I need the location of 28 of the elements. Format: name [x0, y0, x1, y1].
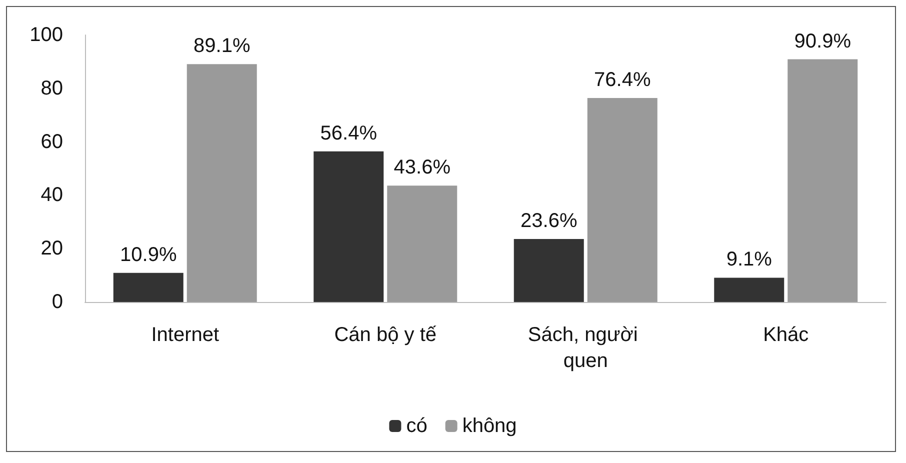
y-tick-label: 0 — [52, 291, 63, 313]
bar — [587, 98, 658, 302]
bar — [314, 151, 384, 302]
bar — [387, 186, 458, 302]
legend-label: không — [462, 415, 517, 437]
data-label: 10.9% — [120, 244, 177, 266]
data-label: 76.4% — [594, 69, 651, 92]
y-tick-label: 100 — [30, 24, 63, 46]
x-tick-label: Internet — [151, 324, 220, 346]
legend-label: có — [406, 415, 428, 437]
bar — [714, 278, 784, 302]
data-label: 56.4% — [320, 122, 378, 144]
data-label: 9.1% — [726, 248, 772, 271]
y-tick-label: 40 — [40, 184, 63, 206]
x-tick-label: Sách, người quen — [528, 324, 644, 372]
bar — [113, 272, 184, 302]
data-label: 23.6% — [520, 210, 578, 232]
x-tick-label: Khác — [763, 324, 809, 346]
data-label: 43.6% — [394, 156, 451, 179]
bar — [186, 64, 257, 302]
bar — [788, 59, 858, 302]
bar — [514, 238, 584, 302]
y-tick-label: 20 — [40, 238, 63, 260]
data-label: 89.1% — [194, 35, 250, 58]
y-tick-label: 60 — [40, 130, 63, 153]
x-tick-label: Cán bộ y tế — [334, 324, 437, 346]
y-tick-label: 80 — [40, 77, 63, 100]
data-label: 90.9% — [794, 30, 852, 52]
